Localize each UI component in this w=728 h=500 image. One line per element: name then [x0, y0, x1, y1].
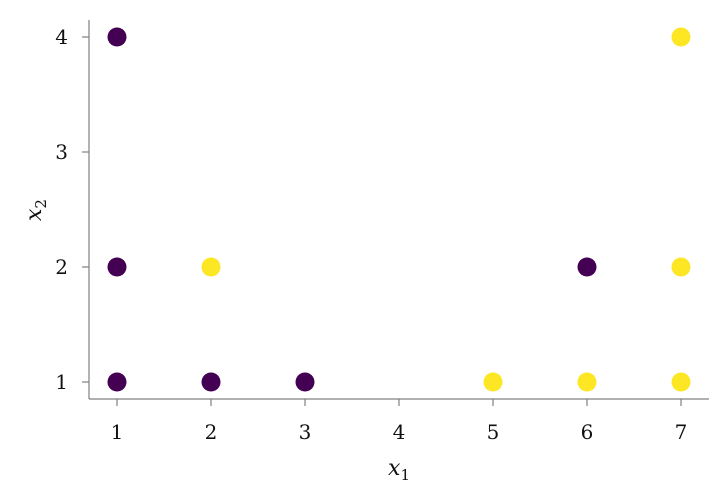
y-tick-label: 4	[55, 25, 68, 49]
scatter-point-class-1	[577, 372, 597, 392]
scatter-point-class-0	[107, 27, 127, 47]
data-points	[107, 27, 691, 392]
scatter-point-class-1	[671, 257, 691, 277]
y-axis-label-sub: 2	[32, 199, 50, 209]
y-axis-label-base: x	[22, 208, 47, 221]
y-axis-label: x2	[22, 199, 50, 221]
x-tick-label: 4	[393, 420, 406, 444]
x-tick-label: 5	[487, 420, 500, 444]
scatter-point-class-1	[671, 372, 691, 392]
x-tick-label: 3	[299, 420, 312, 444]
scatter-point-class-1	[671, 27, 691, 47]
y-ticks: 1 2 3 4	[55, 25, 89, 394]
x-axis-label-sub: 1	[400, 466, 410, 484]
scatter-point-class-0	[107, 257, 127, 277]
y-tick-label: 1	[55, 370, 68, 394]
scatter-point-class-0	[295, 372, 315, 392]
scatter-point-class-0	[201, 372, 221, 392]
y-tick-label: 3	[55, 140, 68, 164]
scatter-point-class-1	[201, 257, 221, 277]
x-tick-label: 2	[205, 420, 218, 444]
scatter-point-class-1	[483, 372, 503, 392]
x-axis-label-base: x	[388, 456, 401, 481]
x-tick-label: 7	[675, 420, 688, 444]
x-tick-label: 1	[111, 420, 124, 444]
y-tick-label: 2	[55, 255, 68, 279]
x-axis-label: x1	[388, 456, 410, 484]
x-ticks: 1 2 3 4 5 6 7	[111, 399, 688, 444]
scatter-point-class-0	[577, 257, 597, 277]
scatter-point-class-0	[107, 372, 127, 392]
x-tick-label: 6	[581, 420, 594, 444]
